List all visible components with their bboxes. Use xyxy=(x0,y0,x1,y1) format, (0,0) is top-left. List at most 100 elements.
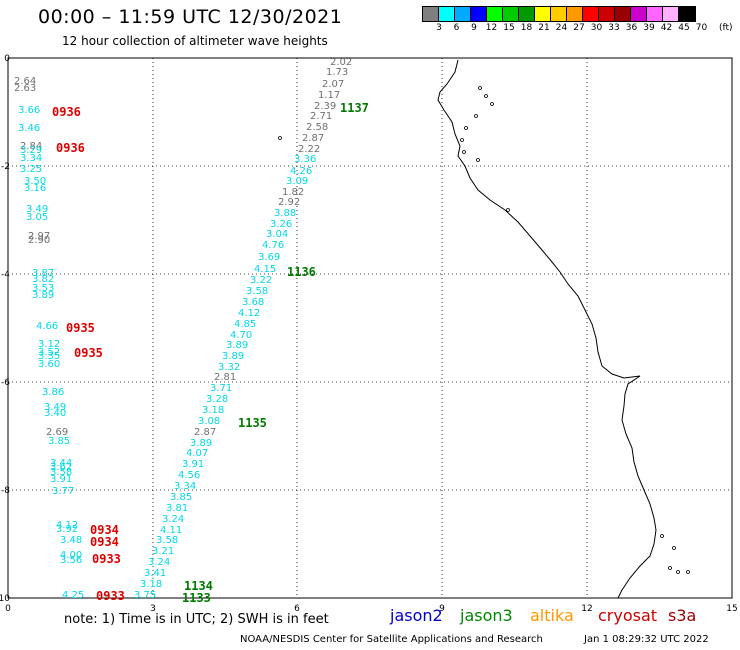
wave-height-value: 2.97 xyxy=(28,231,50,242)
wave-height-value: 3.48 xyxy=(60,535,82,546)
color-scale-label: 24 xyxy=(555,23,568,33)
y-tick-label: 0 xyxy=(4,54,10,64)
wave-height-value: 2.58 xyxy=(306,122,328,133)
wave-height-value: 4.26 xyxy=(290,166,312,177)
wave-height-value: 3.29 xyxy=(20,145,42,156)
wave-height-value: 3.26 xyxy=(270,219,292,230)
wave-height-value: 2.84 xyxy=(20,141,42,152)
generated-timestamp: Jan 1 08:29:32 UTC 2022 xyxy=(584,634,709,645)
color-scale-label: 21 xyxy=(538,23,550,33)
color-scale-label: 3 xyxy=(436,23,442,33)
color-scale-label: 39 xyxy=(643,23,655,33)
wave-height-value: 2.64 xyxy=(14,76,36,87)
wave-height-value: 3.24 xyxy=(162,514,184,525)
pass-time-label: 0935 xyxy=(74,346,103,360)
color-swatch xyxy=(439,7,455,21)
island xyxy=(676,570,680,574)
wave-height-value: 3.53 xyxy=(32,283,54,294)
color-scale-label: 6 xyxy=(453,23,460,33)
pass-time-label: 0936 xyxy=(56,141,85,155)
island xyxy=(686,570,690,574)
wave-height-value: 3.81 xyxy=(166,503,188,514)
color-scale-label: 30 xyxy=(590,23,603,33)
pass-time-label: 0934 xyxy=(90,535,119,549)
wave-height-value: 2.87 xyxy=(194,427,216,438)
color-swatch xyxy=(551,7,567,21)
color-scale-bar xyxy=(422,6,696,22)
y-tick-label: -6 xyxy=(1,378,10,388)
wave-height-value: 2.87 xyxy=(302,133,324,144)
wave-height-value: 2.81 xyxy=(214,372,236,383)
wave-height-value: 3.50 xyxy=(24,176,46,187)
island xyxy=(460,138,464,142)
island xyxy=(484,94,488,98)
wave-height-value: 3.77 xyxy=(52,486,74,497)
wave-height-value: 3.18 xyxy=(202,405,224,416)
wave-height-value: 3.89 xyxy=(222,351,244,362)
wave-height-value: 4.70 xyxy=(230,330,252,341)
satellite-legend-item: altika xyxy=(530,606,574,625)
color-swatch xyxy=(519,7,535,21)
pass-time-label: 0933 xyxy=(96,589,125,603)
wave-height-value: 3.58 xyxy=(246,286,268,297)
wave-height-value: 2.22 xyxy=(298,144,320,155)
wave-height-value: 4.25 xyxy=(62,590,84,601)
color-swatch xyxy=(583,7,599,21)
color-scale-label: 18 xyxy=(520,23,533,33)
color-scale-label: 36 xyxy=(625,23,638,33)
wave-height-value: 3.24 xyxy=(148,557,170,568)
wave-height-value: 3.62 xyxy=(50,462,72,473)
satellite-legend-item: s3a xyxy=(668,606,697,625)
color-swatch xyxy=(535,7,551,21)
color-scale-label: 42 xyxy=(660,23,673,33)
wave-height-value: 3.60 xyxy=(38,359,60,370)
island xyxy=(668,566,672,570)
color-swatch xyxy=(647,7,663,21)
color-scale-label: 27 xyxy=(573,23,585,33)
wave-height-value: 3.35 xyxy=(38,351,60,362)
wave-height-value: 4.76 xyxy=(262,240,284,251)
wave-height-value: 3.89 xyxy=(226,340,248,351)
wave-height-value: 1.73 xyxy=(326,67,348,78)
island xyxy=(462,150,466,154)
color-swatch xyxy=(423,7,439,21)
x-tick-label: 15 xyxy=(726,604,737,614)
color-swatch xyxy=(631,7,647,21)
wave-height-value: 2.71 xyxy=(310,111,332,122)
pass-time-label: 1136 xyxy=(287,265,316,279)
wave-height-value: 4.07 xyxy=(186,448,208,459)
wave-height-value: 4.66 xyxy=(36,321,58,332)
color-swatch xyxy=(455,7,471,21)
wave-height-value: 3.12 xyxy=(38,339,60,350)
wave-height-value: 3.87 xyxy=(32,268,54,279)
wave-height-value: 3.18 xyxy=(140,579,162,590)
color-scale-label: 9 xyxy=(471,23,477,33)
wave-height-value: 3.32 xyxy=(218,362,240,373)
pass-time-label: 0934 xyxy=(90,523,119,537)
y-tick-label: -8 xyxy=(1,486,10,496)
wave-height-value: 3.88 xyxy=(274,208,296,219)
color-scale-label: 70 xyxy=(695,23,708,33)
wave-height-value: 3.75 xyxy=(134,590,156,601)
wave-height-value: 2.69 xyxy=(46,427,68,438)
wave-height-value: 4.15 xyxy=(254,264,276,275)
wave-height-value: 3.89 xyxy=(190,438,212,449)
wave-height-value: 2.90 xyxy=(28,235,50,246)
wave-height-value: 3.34 xyxy=(174,481,196,492)
wave-height-value: 4.85 xyxy=(234,319,256,330)
y-tick-label: -2 xyxy=(1,162,10,172)
color-swatch xyxy=(471,7,487,21)
wave-height-value: 3.68 xyxy=(242,297,264,308)
wave-height-value: 3.82 xyxy=(32,274,54,285)
wave-height-value: 3.52 xyxy=(38,347,60,358)
color-swatch xyxy=(487,7,503,21)
wave-height-value: 3.40 xyxy=(44,408,66,419)
wave-height-value: 3.66 xyxy=(18,105,40,116)
satellite-legend-item: jason2 xyxy=(390,606,443,625)
wave-height-value: 3.08 xyxy=(198,416,220,427)
wave-height-value: 3.21 xyxy=(152,546,174,557)
pass-time-label: 1133 xyxy=(182,591,211,605)
y-tick-label: -4 xyxy=(1,270,10,280)
wave-height-value: 3.28 xyxy=(206,394,228,405)
wave-height-value: 3.56 xyxy=(60,555,82,566)
